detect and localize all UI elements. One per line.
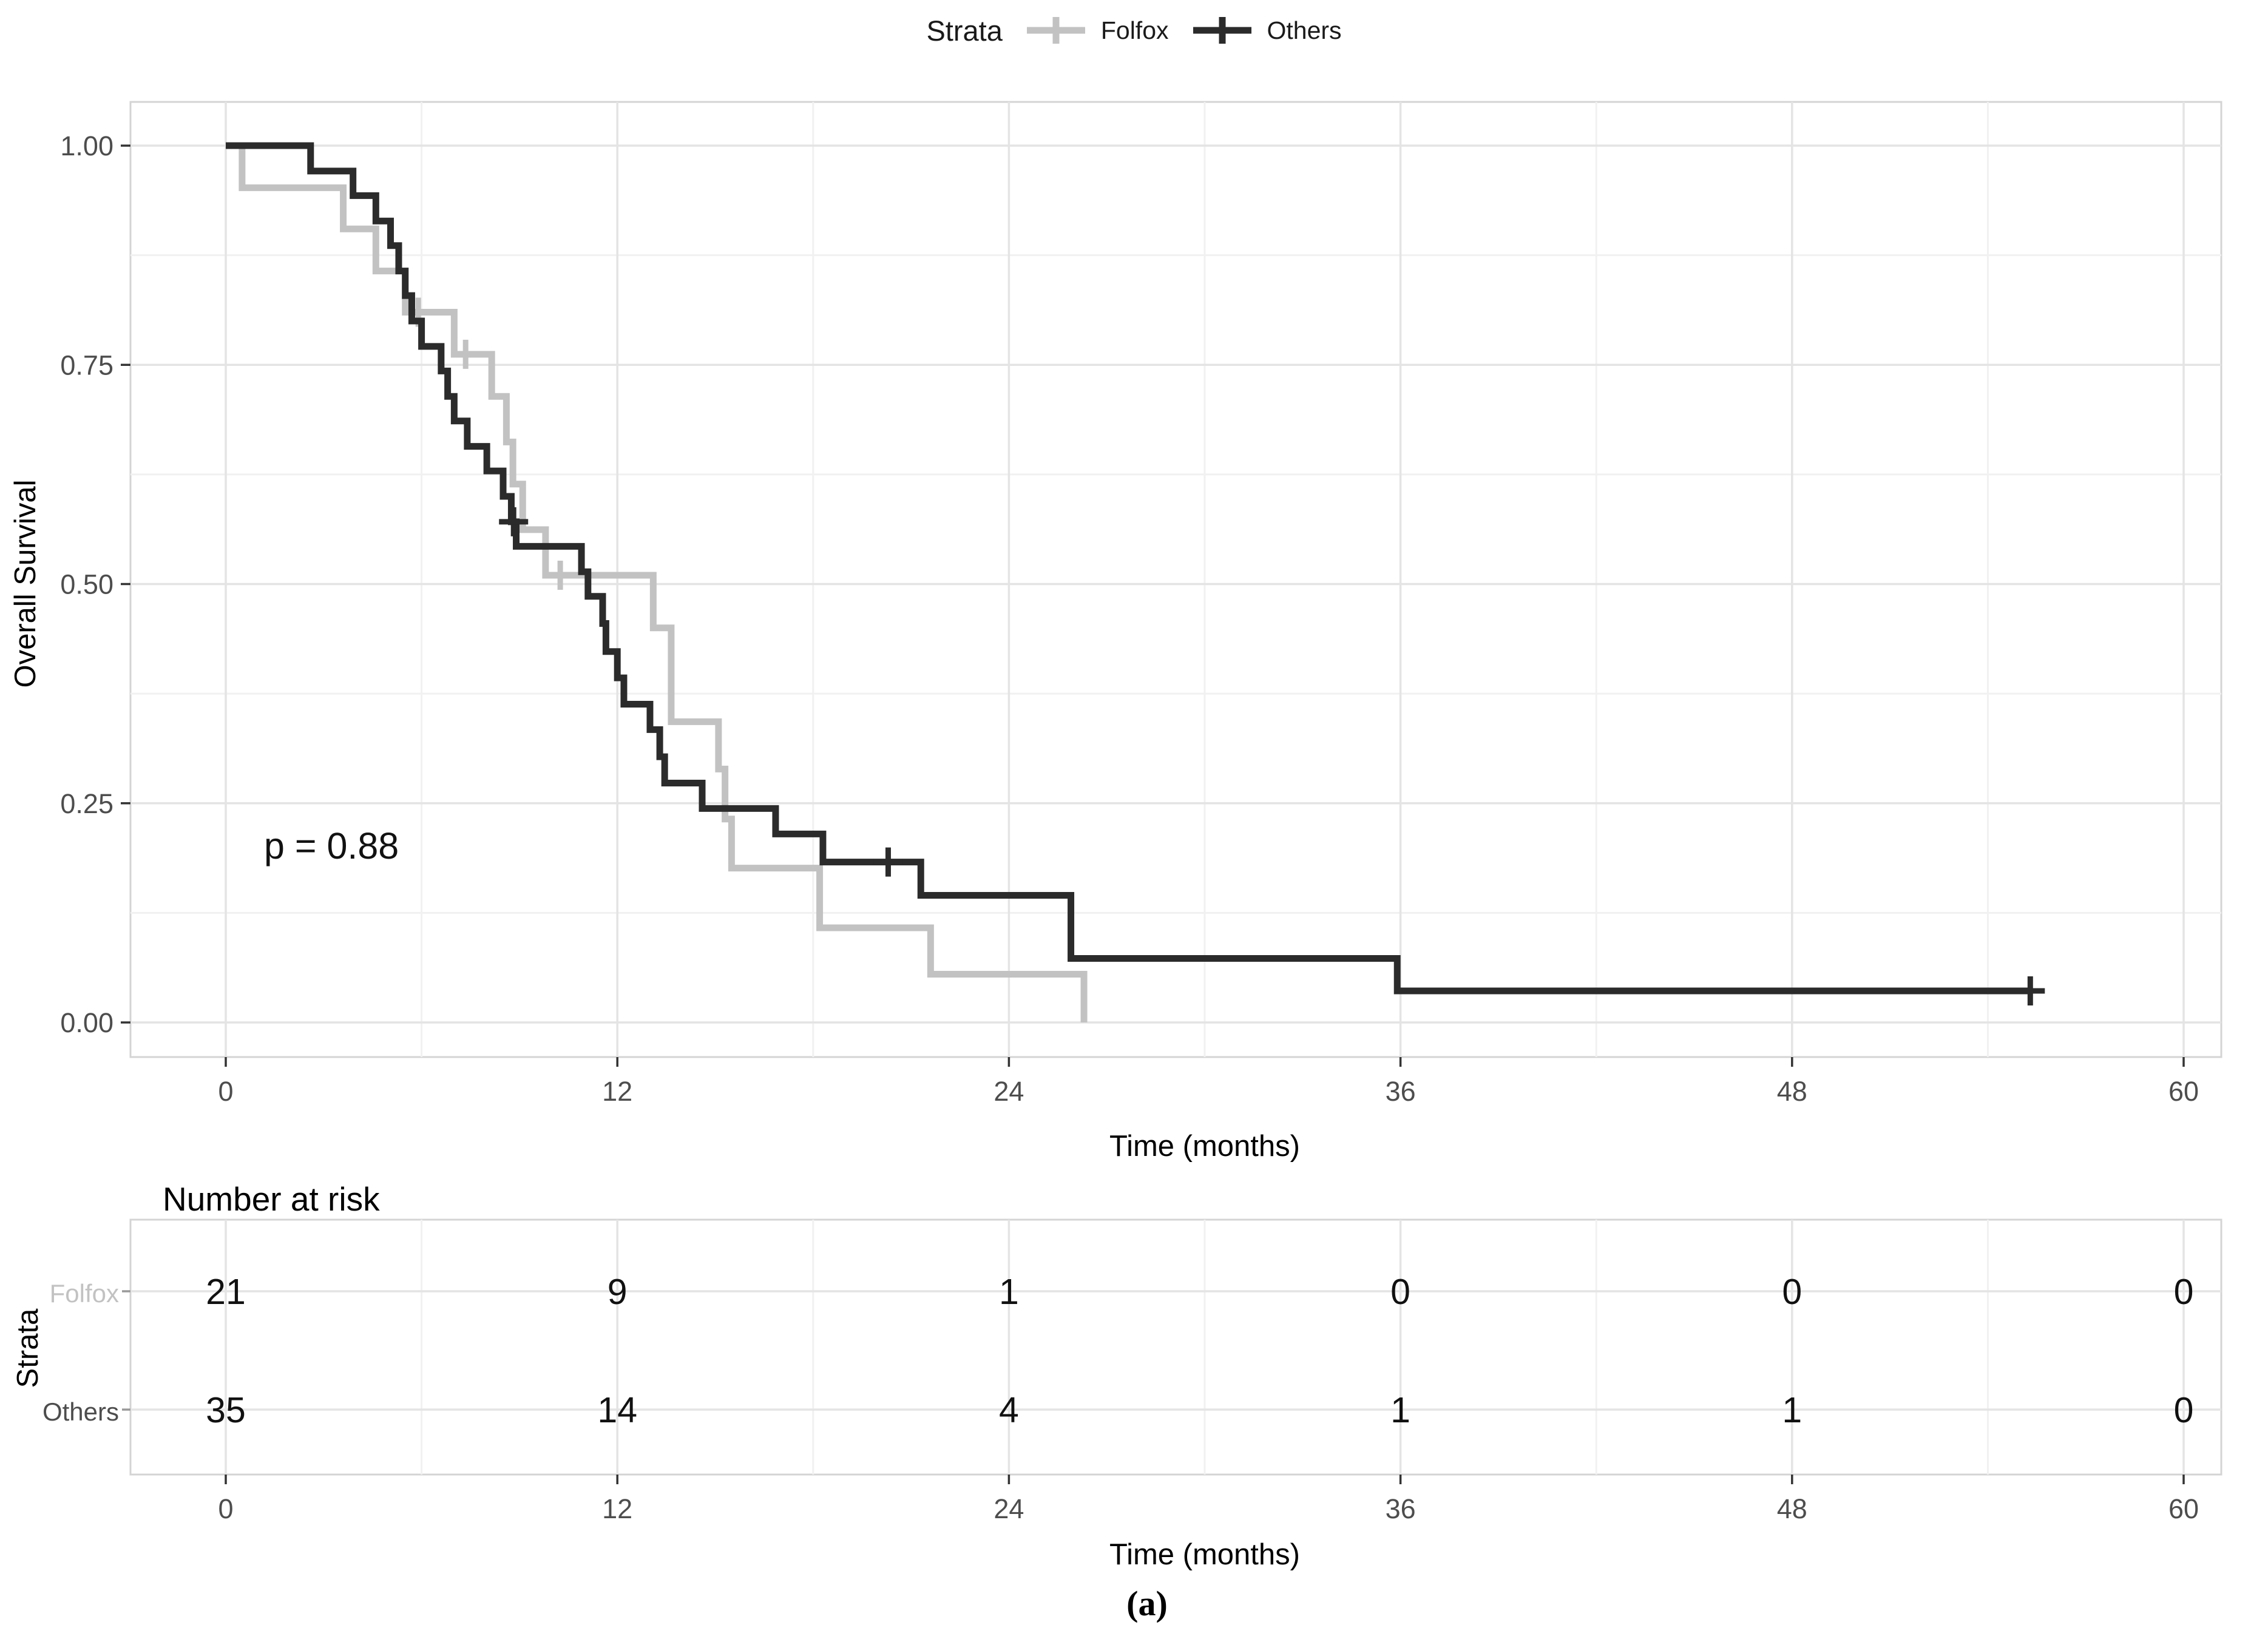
risk-value-others: 4 xyxy=(999,1390,1019,1430)
x-tick-label: 48 xyxy=(1777,1076,1807,1107)
risk-value-folfox: 1 xyxy=(999,1272,1019,1312)
legend: Strata Folfox Others xyxy=(0,6,2268,55)
y-tick-label: 1.00 xyxy=(60,130,113,161)
risk-row-label-folfox: Folfox xyxy=(50,1279,119,1308)
legend-label-others: Others xyxy=(1267,16,1342,44)
survival-curve-folfox xyxy=(226,142,1088,1022)
x-tick-label: 60 xyxy=(2168,1076,2199,1107)
subfigure-caption: (a) xyxy=(1126,1584,1168,1623)
risk-x-tick-label: 48 xyxy=(1777,1493,1807,1524)
risk-x-tick-label: 36 xyxy=(1386,1493,1416,1524)
folfox-key-icon xyxy=(1026,17,1085,44)
risk-x-tick-label: 0 xyxy=(218,1493,233,1524)
legend-item-folfox: Folfox xyxy=(1026,13,1169,47)
risk-value-folfox: 21 xyxy=(206,1272,246,1312)
plot-panel xyxy=(129,101,2222,1058)
risk-row-label-others: Others xyxy=(42,1397,119,1426)
risk-table-title: Number at risk xyxy=(163,1180,380,1218)
risk-value-others: 1 xyxy=(1390,1390,1410,1430)
x-axis-title: Time (months) xyxy=(1109,1130,1300,1163)
risk-value-others: 35 xyxy=(206,1390,246,1430)
y-axis-title: Overall Survival xyxy=(9,479,42,688)
risk-value-folfox: 0 xyxy=(1782,1272,1802,1312)
risk-value-others: 1 xyxy=(1782,1390,1802,1430)
risk-x-tick-label: 12 xyxy=(602,1493,632,1524)
risk-x-tick-label: 24 xyxy=(994,1493,1024,1524)
gridline-layer xyxy=(130,102,2221,1475)
y-tick-label: 0.75 xyxy=(60,350,113,380)
risk-x-axis-title: Time (months) xyxy=(1109,1538,1300,1571)
risk-value-others: 14 xyxy=(597,1390,637,1430)
legend-label-folfox: Folfox xyxy=(1100,16,1169,44)
risk-x-tick-label: 60 xyxy=(2168,1493,2199,1524)
x-tick-label: 36 xyxy=(1386,1076,1416,1107)
y-tick-label: 0.00 xyxy=(60,1007,113,1038)
risk-y-axis-title: Strata xyxy=(12,1308,44,1388)
risk-value-others: 0 xyxy=(2174,1390,2194,1430)
risk-panel xyxy=(129,1218,2222,1476)
risk-value-folfox: 0 xyxy=(1390,1272,1410,1312)
risk-values-layer: 21 9 1 0 0 0 35 14 4 1 1 0 xyxy=(206,1272,2193,1430)
y-tick-label: 0.25 xyxy=(60,788,113,819)
x-tick-label: 0 xyxy=(218,1076,233,1107)
risk-value-folfox: 0 xyxy=(2174,1272,2194,1312)
curve-layer xyxy=(226,142,2045,1022)
panel-layer xyxy=(129,101,2222,1476)
y-tick-label: 0.50 xyxy=(60,569,113,600)
legend-title: Strata xyxy=(926,14,1003,47)
x-tick-label: 12 xyxy=(602,1076,632,1107)
legend-item-others: Others xyxy=(1192,13,1342,47)
tick-layer: 0 12 24 36 48 60 0.00 0.25 0.50 0.75 1.00 0 12 24 36 48… xyxy=(60,130,2199,1524)
others-key-icon xyxy=(1193,17,1251,44)
x-tick-label: 24 xyxy=(994,1076,1024,1107)
p-value-annotation: p = 0.88 xyxy=(264,825,399,867)
risk-value-folfox: 9 xyxy=(608,1272,628,1312)
